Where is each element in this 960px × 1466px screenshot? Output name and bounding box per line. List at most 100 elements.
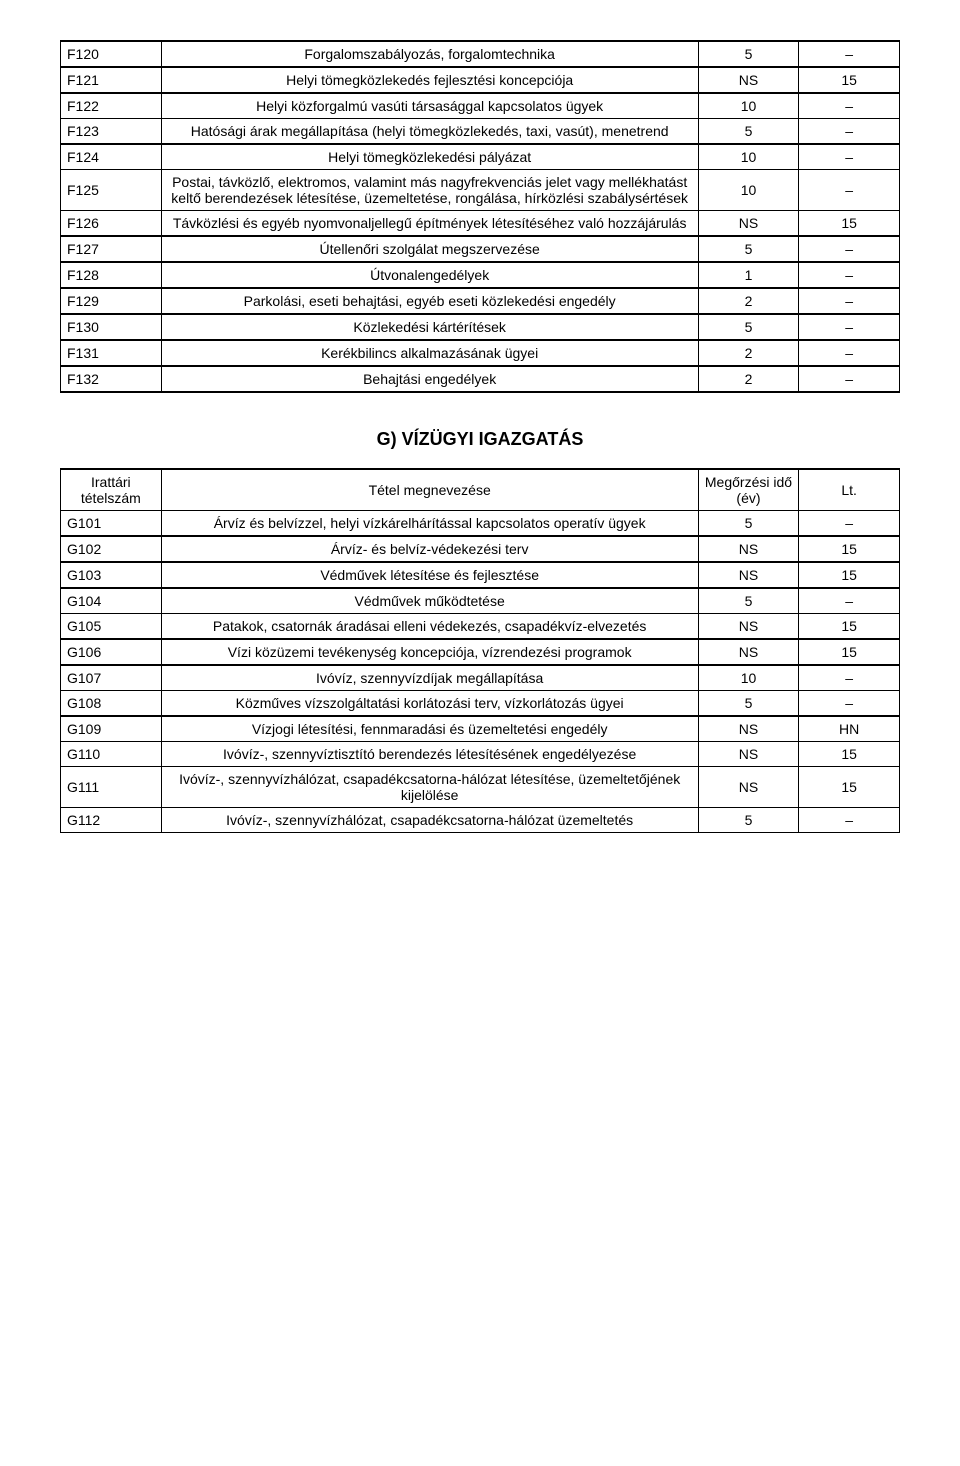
row-desc: Távközlési és egyéb nyomvonaljellegű épí… [161,211,698,237]
row-desc: Vízjogi létesítési, fennmaradási és üzem… [161,716,698,742]
row-value-2: – [799,262,900,288]
row-desc: Közlekedési kártérítések [161,314,698,340]
row-desc: Ivóvíz-, szennyvíztisztító berendezés lé… [161,742,698,767]
row-value-2: – [799,93,900,119]
header-col-1: Irattári tételszám [61,469,162,511]
row-value-1: 2 [698,288,799,314]
row-code: F120 [61,41,162,67]
row-desc: Ivóvíz, szennyvízdíjak megállapítása [161,665,698,691]
row-code: F129 [61,288,162,314]
row-value-1: 2 [698,366,799,392]
row-desc: Árvíz- és belvíz-védekezési terv [161,536,698,562]
row-code: F125 [61,170,162,211]
row-code: G107 [61,665,162,691]
row-code: F123 [61,119,162,145]
row-value-2: 15 [799,562,900,588]
row-code: F130 [61,314,162,340]
row-desc: Kerékbilincs alkalmazásának ügyei [161,340,698,366]
row-value-2: – [799,808,900,833]
row-code: G103 [61,562,162,588]
row-value-1: 5 [698,691,799,717]
table-row: G103Védművek létesítése és fejlesztéseNS… [61,562,900,588]
table-row: F128Útvonalengedélyek1– [61,262,900,288]
table-row: G102Árvíz- és belvíz-védekezési tervNS15 [61,536,900,562]
row-code: G112 [61,808,162,833]
row-desc: Parkolási, eseti behajtási, egyéb eseti … [161,288,698,314]
table-row: G111Ivóvíz-, szennyvízhálózat, csapadékc… [61,767,900,808]
table-row: G105Patakok, csatornák áradásai elleni v… [61,614,900,640]
table-row: F127Útellenőri szolgálat megszervezése5– [61,236,900,262]
row-code: G111 [61,767,162,808]
row-code: F128 [61,262,162,288]
row-value-2: 15 [799,67,900,93]
row-code: G109 [61,716,162,742]
row-desc: Védművek működtetése [161,588,698,614]
row-value-1: NS [698,639,799,665]
table-row: G110Ivóvíz-, szennyvíztisztító berendezé… [61,742,900,767]
row-value-1: 5 [698,511,799,537]
table-row: F121Helyi tömegközlekedés fejlesztési ko… [61,67,900,93]
table-row: G109Vízjogi létesítési, fennmaradási és … [61,716,900,742]
row-code: F132 [61,366,162,392]
row-code: F131 [61,340,162,366]
table-row: G104Védművek működtetése5– [61,588,900,614]
row-value-1: 5 [698,119,799,145]
row-desc: Útvonalengedélyek [161,262,698,288]
row-value-2: – [799,170,900,211]
table-row: G108Közműves vízszolgáltatási korlátozás… [61,691,900,717]
table-row: G101Árvíz és belvízzel, helyi vízkárelhá… [61,511,900,537]
row-value-1: 5 [698,41,799,67]
row-value-2: 15 [799,211,900,237]
row-value-2: – [799,144,900,170]
table-row: F130Közlekedési kártérítések5– [61,314,900,340]
row-value-1: NS [698,536,799,562]
row-value-2: 15 [799,536,900,562]
row-value-1: NS [698,614,799,640]
row-desc: Forgalomszabályozás, forgalomtechnika [161,41,698,67]
row-value-1: NS [698,562,799,588]
header-col-2: Tétel megnevezése [161,469,698,511]
table-row: G106Vízi közüzemi tevékenység koncepciój… [61,639,900,665]
table-row: F126Távközlési és egyéb nyomvonaljellegű… [61,211,900,237]
row-desc: Helyi tömegközlekedés fejlesztési koncep… [161,67,698,93]
row-value-1: 10 [698,170,799,211]
table-row: F131Kerékbilincs alkalmazásának ügyei2– [61,340,900,366]
row-value-1: NS [698,67,799,93]
row-desc: Vízi közüzemi tevékenység koncepciója, v… [161,639,698,665]
row-code: G108 [61,691,162,717]
row-value-2: – [799,665,900,691]
row-value-1: 2 [698,340,799,366]
row-code: G110 [61,742,162,767]
row-code: F122 [61,93,162,119]
row-desc: Ivóvíz-, szennyvízhálózat, csapadékcsato… [161,808,698,833]
row-code: G101 [61,511,162,537]
table-row: G107Ivóvíz, szennyvízdíjak megállapítása… [61,665,900,691]
row-value-2: – [799,588,900,614]
row-code: F126 [61,211,162,237]
row-value-2: HN [799,716,900,742]
table-f: F120Forgalomszabályozás, forgalomtechnik… [60,40,900,393]
table-row: F123Hatósági árak megállapítása (helyi t… [61,119,900,145]
table-row: F124Helyi tömegközlekedési pályázat10– [61,144,900,170]
row-code: G104 [61,588,162,614]
row-code: G105 [61,614,162,640]
row-value-2: – [799,119,900,145]
table-g: Irattári tételszám Tétel megnevezése Meg… [60,468,900,833]
table-row: F132Behajtási engedélyek2– [61,366,900,392]
row-desc: Postai, távközlő, elektromos, valamint m… [161,170,698,211]
row-desc: Árvíz és belvízzel, helyi vízkárelhárítá… [161,511,698,537]
table-row: F122Helyi közforgalmú vasúti társasággal… [61,93,900,119]
row-value-1: 1 [698,262,799,288]
row-value-2: 15 [799,639,900,665]
row-desc: Helyi közforgalmú vasúti társasággal kap… [161,93,698,119]
row-value-1: 10 [698,93,799,119]
table-g-header: Irattári tételszám Tétel megnevezése Meg… [61,469,900,511]
row-desc: Útellenőri szolgálat megszervezése [161,236,698,262]
row-code: F124 [61,144,162,170]
section-g-title: G) VÍZÜGYI IGAZGATÁS [60,429,900,450]
row-value-1: 10 [698,144,799,170]
row-desc: Helyi tömegközlekedési pályázat [161,144,698,170]
row-value-2: – [799,511,900,537]
row-value-1: 5 [698,588,799,614]
row-value-2: 15 [799,767,900,808]
